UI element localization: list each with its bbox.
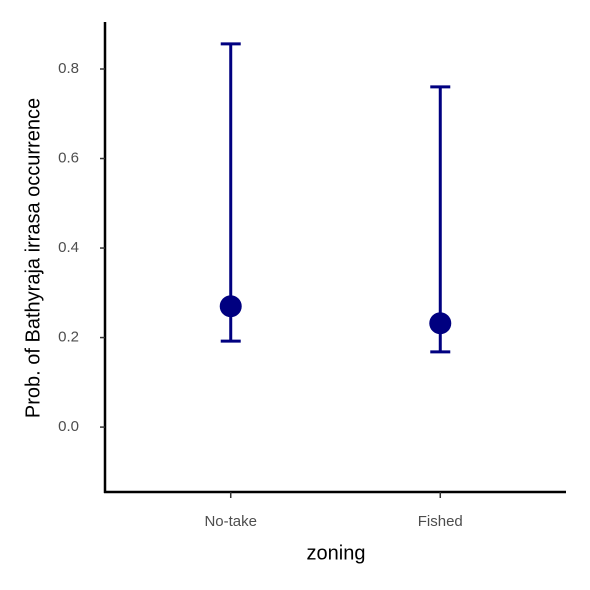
y-tick-label: 0.0	[58, 418, 79, 435]
y-tick-label: 0.6	[58, 149, 79, 166]
y-tick-label: 0.4	[58, 239, 79, 256]
y-tick-label: 0.8	[58, 60, 79, 77]
point	[219, 295, 242, 318]
y-tick-label: 0.2	[58, 329, 79, 346]
y-axis-title: Prob. of Bathyraja irrasa occurrence	[22, 98, 44, 418]
x-tick-label: No-take	[204, 513, 257, 530]
x-tick-label: Fished	[418, 513, 463, 530]
point	[429, 312, 452, 335]
x-axis-title: zoning	[307, 542, 366, 564]
